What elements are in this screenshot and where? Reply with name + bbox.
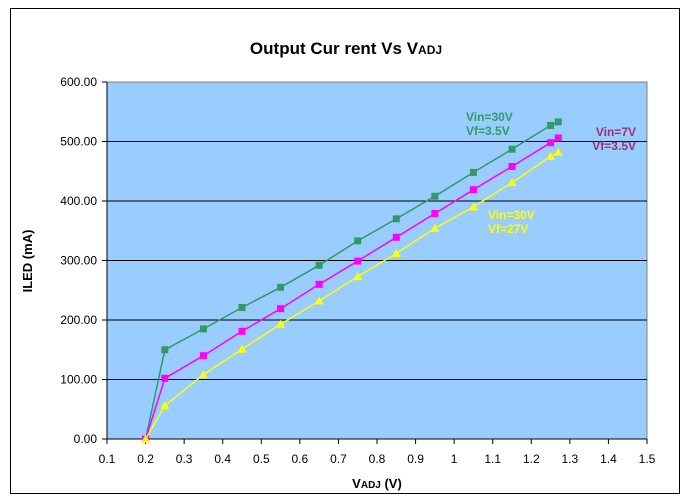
- x-tick-label: 0.3: [176, 452, 193, 466]
- data-point: [507, 178, 517, 187]
- x-tick-label: 0.2: [137, 452, 154, 466]
- data-point: [508, 145, 516, 153]
- data-point: [238, 304, 246, 312]
- x-tick-label: 1.4: [600, 452, 617, 466]
- x-tick-label: 1.1: [484, 452, 501, 466]
- data-point: [553, 147, 563, 156]
- data-point: [238, 327, 246, 335]
- series-label-1: Vin=30V Vf=3.5V: [466, 110, 513, 138]
- data-point: [547, 139, 555, 147]
- y-tick-label: 200.00: [60, 313, 97, 327]
- data-point: [314, 296, 324, 305]
- x-tick-label: 1.5: [639, 452, 656, 466]
- series-1: [142, 118, 562, 443]
- data-point: [554, 134, 562, 142]
- y-tick-label: 600.00: [60, 75, 97, 89]
- y-tick-label: 0.00: [74, 432, 98, 446]
- data-point: [391, 248, 401, 257]
- x-tick-label: 0.5: [253, 452, 270, 466]
- series-label-2: Vin=7V Vf=3.5V: [592, 125, 636, 153]
- series-2: [142, 134, 562, 443]
- data-point: [199, 325, 207, 333]
- data-point: [277, 283, 285, 291]
- x-tick-label: 1: [451, 452, 458, 466]
- data-point: [199, 352, 207, 360]
- data-point: [469, 168, 477, 176]
- series-labels: Vin=30V Vf=3.5V Vin=7V Vf=3.5V Vin=30V Vf=27V: [466, 110, 636, 236]
- y-tick-label: 500.00: [60, 135, 97, 149]
- y-axis-title: ILED (mA): [20, 230, 35, 293]
- data-point: [277, 305, 285, 313]
- y-tick-label: 400.00: [60, 194, 97, 208]
- data-point: [315, 280, 323, 288]
- data-point: [547, 121, 555, 129]
- data-point: [237, 344, 247, 353]
- x-tick-label: 0.6: [292, 452, 309, 466]
- data-point: [161, 346, 169, 354]
- data-point: [392, 233, 400, 241]
- chart-title: Output Cur rent Vs VADJ: [250, 39, 442, 58]
- data-point: [354, 257, 362, 265]
- data-point: [508, 162, 516, 170]
- series-layer: [141, 118, 563, 443]
- x-tick-label: 0.4: [214, 452, 231, 466]
- series-3: [141, 147, 563, 443]
- data-point: [353, 272, 363, 281]
- data-point: [354, 237, 362, 245]
- data-point: [198, 370, 208, 379]
- data-point: [546, 151, 556, 160]
- axes: 0.00 100.00 200.00 300.00 400.00 500.00 600.00…: [60, 75, 655, 466]
- data-point: [161, 374, 169, 382]
- x-tick-label: 1.2: [523, 452, 540, 466]
- x-tick-label: 0.8: [369, 452, 386, 466]
- x-tick-label: 0.1: [99, 452, 116, 466]
- data-point: [276, 319, 286, 328]
- series-label-3: Vin=30V Vf=27V: [488, 208, 535, 236]
- data-point: [392, 215, 400, 223]
- x-tick-label: 1.3: [562, 452, 579, 466]
- data-point: [315, 261, 323, 269]
- y-tick-label: 300.00: [60, 254, 97, 268]
- data-point: [141, 434, 151, 443]
- x-axis-title: VADJ (V): [352, 476, 402, 491]
- data-point: [431, 192, 439, 200]
- y-tick-label: 100.00: [60, 373, 97, 387]
- data-point: [431, 209, 439, 217]
- data-point: [160, 401, 170, 410]
- x-tick-label: 0.9: [407, 452, 424, 466]
- data-point: [468, 202, 478, 211]
- data-point: [554, 118, 562, 126]
- x-tick-label: 0.7: [330, 452, 347, 466]
- data-point: [430, 223, 440, 232]
- data-point: [469, 186, 477, 194]
